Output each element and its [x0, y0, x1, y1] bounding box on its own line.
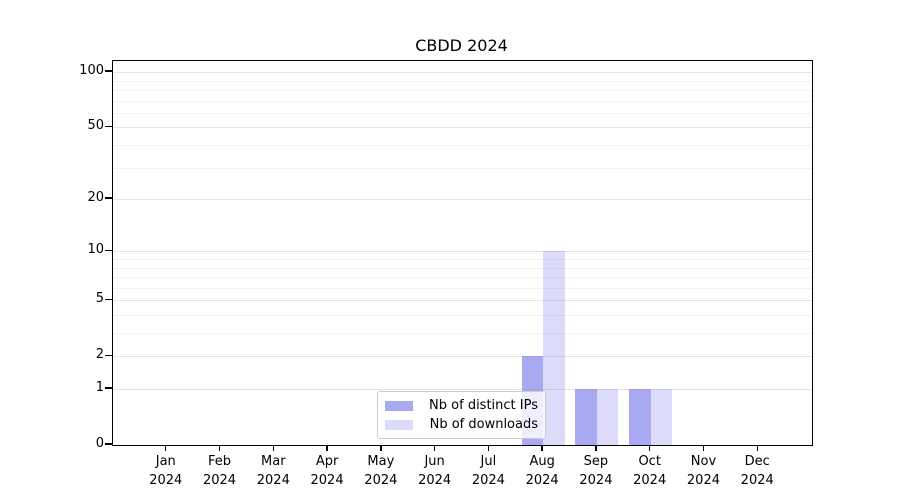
x-tick-label-jul: Jul 2024: [471, 454, 505, 488]
bar-sep-downloads: [596, 389, 619, 445]
legend-label-distinct-ips: Nb of distinct IPs: [429, 398, 538, 413]
x-tick-label-apr: Apr 2024: [310, 454, 344, 488]
bar-oct-downloads: [650, 389, 673, 445]
minor-gridline-y-8: [113, 267, 812, 269]
gridline-y-10: [113, 251, 812, 253]
y-tick-label-0: 0: [95, 436, 104, 451]
x-tick-mark-feb: [218, 445, 221, 452]
y-tick-mark-10: [105, 249, 112, 251]
y-tick-mark-20: [105, 197, 112, 199]
y-tick-label-10: 10: [87, 242, 104, 258]
x-tick-label-jun: Jun 2024: [418, 454, 452, 488]
minor-gridline-y-80: [113, 90, 812, 91]
minor-gridline-y-70: [113, 100, 812, 102]
x-tick-mark-dec: [756, 445, 758, 452]
legend-entry-distinct-ips: Nb of distinct IPs: [385, 398, 538, 413]
bar-oct-distinct-ips: [629, 389, 651, 445]
plot-area: [112, 60, 813, 446]
x-tick-label-mar: Mar 2024: [256, 454, 290, 488]
minor-gridline-y-90: [113, 80, 812, 82]
x-tick-mark-mar: [272, 445, 274, 452]
x-tick-label-aug: Aug 2024: [525, 454, 559, 488]
legend-entry-downloads: Nb of downloads: [385, 417, 538, 432]
x-tick-mark-nov: [702, 445, 705, 452]
x-tick-label-dec: Dec 2024: [740, 454, 774, 488]
bar-sep-distinct-ips: [575, 389, 597, 445]
y-tick-label-20: 20: [87, 190, 104, 206]
gridline-y-2: [113, 356, 812, 358]
legend-swatch-distinct-ips: [385, 400, 413, 411]
y-tick-mark-2: [105, 354, 112, 356]
y-tick-mark-50: [105, 125, 112, 128]
gridline-y-5: [113, 300, 812, 302]
y-tick-label-2: 2: [95, 347, 104, 363]
legend-swatch-downloads: [385, 419, 413, 430]
x-tick-label-jan: Jan 2024: [149, 454, 183, 488]
chart-title: CBDD 2024: [415, 36, 508, 55]
gridline-y-20: [113, 199, 812, 201]
legend: Nb of distinct IPs Nb of downloads: [377, 391, 546, 439]
minor-gridline-y-3: [113, 333, 812, 334]
minor-gridline-y-9: [113, 258, 812, 260]
x-tick-mark-sep: [595, 445, 597, 452]
x-tick-mark-aug: [541, 445, 543, 452]
x-tick-mark-jan: [165, 445, 167, 452]
x-tick-label-nov: Nov 2024: [686, 454, 720, 488]
gridline-y-50: [113, 127, 812, 129]
x-tick-label-feb: Feb 2024: [202, 454, 237, 488]
y-tick-mark-0: [105, 443, 112, 445]
gridline-y-100: [113, 72, 812, 74]
y-tick-label-1: 1: [95, 380, 104, 395]
legend-label-downloads: Nb of downloads: [429, 417, 538, 432]
y-tick-mark-100: [105, 70, 112, 72]
x-tick-mark-oct: [648, 445, 651, 452]
minor-gridline-y-6: [113, 287, 812, 289]
minor-gridline-y-7: [113, 277, 812, 279]
x-tick-mark-apr: [326, 445, 328, 452]
x-tick-label-sep: Sep 2024: [579, 454, 613, 488]
minor-gridline-y-40: [113, 145, 812, 146]
minor-gridline-y-60: [113, 112, 812, 114]
x-tick-label-oct: Oct 2024: [633, 454, 667, 488]
gridline-y-1: [113, 389, 812, 390]
x-tick-label-may: May 2024: [364, 454, 398, 488]
y-tick-mark-1: [105, 387, 112, 389]
minor-gridline-y-4: [113, 314, 812, 316]
x-tick-mark-jun: [433, 445, 436, 452]
x-tick-mark-may: [380, 445, 382, 452]
bar-aug-downloads: [543, 251, 565, 445]
minor-gridline-y-30: [113, 167, 812, 169]
y-tick-mark-5: [105, 298, 112, 300]
y-tick-label-50: 50: [87, 118, 104, 134]
y-tick-label-5: 5: [95, 291, 104, 307]
x-tick-mark-jul: [487, 445, 490, 452]
y-tick-label-100: 100: [79, 63, 104, 79]
